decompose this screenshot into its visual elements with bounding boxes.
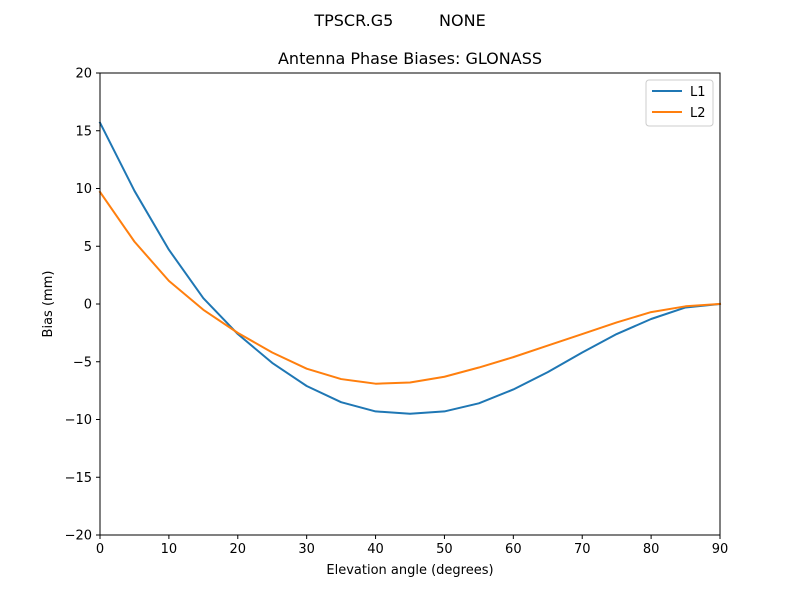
data-point-l1 xyxy=(443,410,446,413)
legend: L1 L2 xyxy=(645,79,714,127)
x-axis-label: Elevation angle (degrees) xyxy=(326,563,493,578)
data-point-l2 xyxy=(684,305,687,307)
data-point-l1 xyxy=(512,388,514,391)
data-point-l1 xyxy=(547,371,549,373)
y-tick-label: −15 xyxy=(65,471,92,486)
y-tick-label: −10 xyxy=(65,413,92,428)
y-tick-label: −20 xyxy=(65,529,92,544)
y-tick-label: 20 xyxy=(75,67,92,82)
data-point-l2 xyxy=(547,344,549,347)
y-axis-label: Bias (mm) xyxy=(41,271,56,338)
x-tick-label: 50 xyxy=(436,542,453,557)
data-point-l2 xyxy=(306,368,308,370)
series-line-l2 xyxy=(98,190,722,385)
data-point-l2 xyxy=(202,309,204,311)
x-tick-label: 60 xyxy=(505,542,522,557)
data-point-l2 xyxy=(237,332,239,334)
data-point-l1 xyxy=(650,318,652,320)
x-tick-label: 30 xyxy=(298,542,315,557)
data-point-l1 xyxy=(581,351,583,354)
data-point-l1 xyxy=(271,362,273,364)
data-point-l2 xyxy=(443,376,446,378)
data-point-l1 xyxy=(374,410,377,413)
data-point-l2 xyxy=(409,381,411,384)
y-tick-label: 10 xyxy=(75,182,92,197)
y-tick-label: 0 xyxy=(84,298,92,313)
data-point-l1 xyxy=(616,333,618,335)
x-tick-label: 20 xyxy=(230,542,247,557)
legend-label-l2: L2 xyxy=(690,106,706,121)
data-point-l1 xyxy=(306,385,308,387)
data-point-l2 xyxy=(512,356,514,358)
x-axis: 0 10 20 30 40 50 60 70 80 90 xyxy=(96,535,728,557)
chart-suptitle: TPSCR.G5 NONE xyxy=(313,11,485,30)
x-tick-label: 70 xyxy=(574,542,591,557)
data-point-l2 xyxy=(133,241,136,243)
y-tick-label: 5 xyxy=(84,240,92,255)
data-point-l1 xyxy=(202,297,204,299)
x-tick-label: 0 xyxy=(96,542,104,557)
data-point-l2 xyxy=(650,311,652,313)
data-point-l2 xyxy=(581,333,583,335)
plot-frame xyxy=(99,72,721,536)
data-point-l2 xyxy=(478,366,480,369)
x-tick-label: 90 xyxy=(712,542,729,557)
data-point-l2 xyxy=(616,321,618,324)
x-tick-label: 40 xyxy=(367,542,384,557)
x-tick-label: 80 xyxy=(643,542,660,557)
plot-series xyxy=(98,121,722,415)
y-tick-label: 15 xyxy=(75,124,92,139)
data-point-l2 xyxy=(168,280,170,282)
data-point-l1 xyxy=(133,190,136,192)
data-point-l1 xyxy=(168,249,170,251)
series-line-l1 xyxy=(98,121,722,415)
data-point-l1 xyxy=(340,401,342,403)
data-point-l2 xyxy=(271,351,273,354)
legend-label-l1: L1 xyxy=(690,85,706,100)
data-point-l1 xyxy=(409,413,411,415)
chart-title: Antenna Phase Biases: GLONASS xyxy=(278,49,542,68)
data-point-l1 xyxy=(478,402,480,404)
y-tick-label: −5 xyxy=(73,355,92,370)
data-point-l2 xyxy=(374,383,377,385)
data-point-l2 xyxy=(340,378,342,380)
x-tick-label: 10 xyxy=(161,542,178,557)
y-axis: −20 −15 −10 −5 0 5 10 15 20 xyxy=(65,67,100,544)
